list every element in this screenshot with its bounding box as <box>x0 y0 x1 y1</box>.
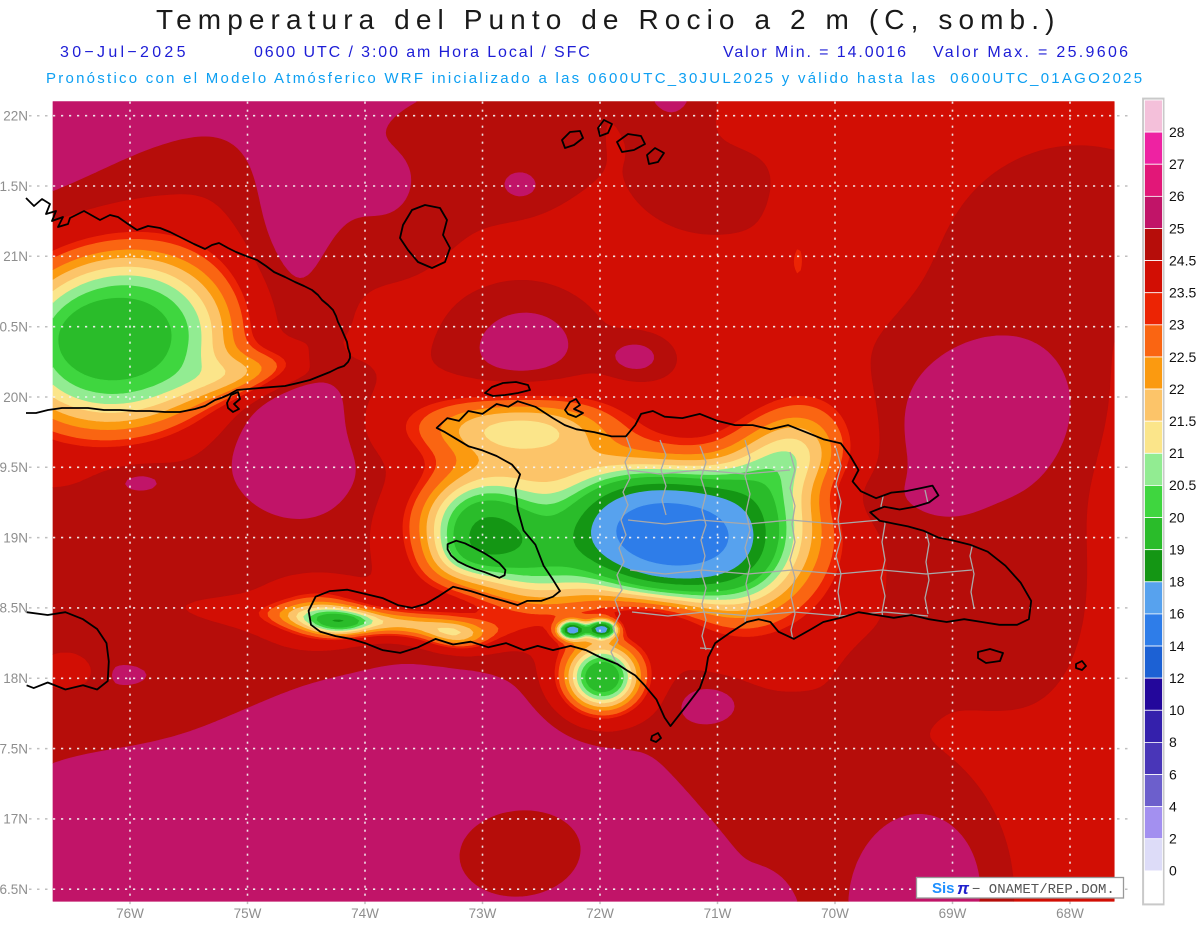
svg-text:2: 2 <box>1169 831 1177 847</box>
svg-text:− ONAMET/REP.DOM.: − ONAMET/REP.DOM. <box>972 882 1115 898</box>
svg-text:24.5: 24.5 <box>1169 252 1196 268</box>
svg-text:21: 21 <box>1169 445 1185 461</box>
svg-text:21N: 21N <box>3 249 28 264</box>
svg-text:Sis: Sis <box>932 880 955 897</box>
svg-text:8.5N: 8.5N <box>0 601 28 616</box>
svg-text:4: 4 <box>1169 798 1177 814</box>
svg-text:18: 18 <box>1169 574 1185 590</box>
svg-text:16: 16 <box>1169 606 1185 622</box>
svg-text:20: 20 <box>1169 509 1185 525</box>
svg-text:22N: 22N <box>3 109 28 124</box>
svg-text:23: 23 <box>1169 317 1185 333</box>
svg-text:19N: 19N <box>3 530 28 545</box>
svg-text:69W: 69W <box>939 906 967 921</box>
svg-text:73W: 73W <box>469 906 497 921</box>
svg-text:26: 26 <box>1169 188 1185 204</box>
svg-text:20N: 20N <box>3 390 28 405</box>
svg-text:0.5N: 0.5N <box>0 320 28 335</box>
svg-text:6.5N: 6.5N <box>0 882 28 897</box>
svg-text:72W: 72W <box>586 906 614 921</box>
svg-text:π: π <box>957 879 970 898</box>
svg-text:9.5N: 9.5N <box>0 460 28 475</box>
svg-text:7.5N: 7.5N <box>0 741 28 756</box>
svg-text:10: 10 <box>1169 702 1185 718</box>
svg-text:1.5N: 1.5N <box>0 179 28 194</box>
svg-text:0: 0 <box>1169 863 1177 879</box>
svg-text:14: 14 <box>1169 638 1185 654</box>
svg-text:71W: 71W <box>704 906 732 921</box>
svg-text:6: 6 <box>1169 766 1177 782</box>
svg-text:20.5: 20.5 <box>1169 477 1196 493</box>
svg-text:27: 27 <box>1169 156 1185 172</box>
svg-text:25: 25 <box>1169 220 1185 236</box>
svg-text:22: 22 <box>1169 381 1185 397</box>
svg-text:70W: 70W <box>821 906 849 921</box>
svg-text:74W: 74W <box>351 906 379 921</box>
svg-text:17N: 17N <box>3 812 28 827</box>
svg-text:12: 12 <box>1169 670 1185 686</box>
svg-text:22.5: 22.5 <box>1169 349 1196 365</box>
svg-text:19: 19 <box>1169 542 1185 558</box>
svg-text:28: 28 <box>1169 124 1185 140</box>
svg-text:8: 8 <box>1169 734 1177 750</box>
svg-text:75W: 75W <box>234 906 262 921</box>
svg-text:23.5: 23.5 <box>1169 285 1196 301</box>
svg-text:21.5: 21.5 <box>1169 413 1196 429</box>
svg-text:76W: 76W <box>116 906 144 921</box>
svg-text:18N: 18N <box>3 671 28 686</box>
svg-text:68W: 68W <box>1056 906 1084 921</box>
